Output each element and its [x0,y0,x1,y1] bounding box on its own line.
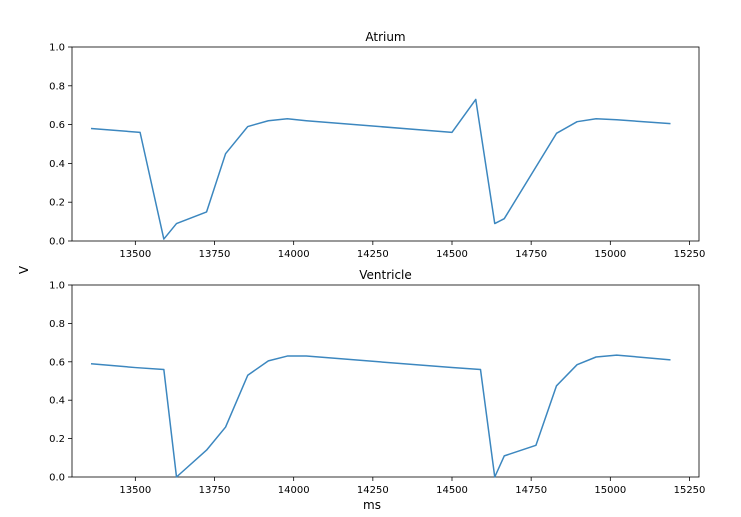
x-tick-label: 13500 [119,485,151,496]
panel-ventricle: Ventricle 13500 13750 14000 14250 14500 14750 1… [49,268,705,496]
x-tick-label: 13750 [199,485,231,496]
x-tick-label: 13750 [199,249,231,260]
y-tick-label: 0.4 [49,159,65,170]
x-tick-label: 14750 [515,485,547,496]
x-tick-label: 15250 [674,485,706,496]
y-tick-label: 0.0 [49,237,65,248]
x-tick-label: 14750 [515,249,547,260]
y-tick-label: 0.2 [49,434,65,445]
x-tick-label: 14500 [436,249,468,260]
plot-frame [71,284,700,478]
y-tick-label: 0.8 [49,81,65,92]
y-tick-label: 0.0 [49,473,65,484]
y-tick-label: 0.4 [49,396,65,407]
x-tick-label: 15250 [674,249,706,260]
x-tick-label: 14000 [278,249,310,260]
x-tick-label: 14500 [436,485,468,496]
chart-title: Ventricle [359,268,412,282]
plot-frame [71,46,700,242]
y-axis-label: V [17,265,31,274]
panel-atrium: Atrium 13500 13750 14000 14250 14500 14750 1500… [49,30,705,260]
x-tick-label: 13500 [119,249,151,260]
series-line-ventricle [90,354,671,478]
x-tick-label: 14250 [357,249,389,260]
series-line-atrium [90,98,671,240]
x-tick-label: 15000 [594,249,626,260]
y-tick-label: 0.6 [49,357,65,368]
x-tick-label: 14000 [278,485,310,496]
x-axis-label: ms [363,498,381,512]
y-tick-label: 0.8 [49,319,65,330]
chart-title: Atrium [365,30,405,44]
y-tick-label: 1.0 [49,43,65,54]
x-tick-label: 14250 [357,485,389,496]
y-tick-label: 0.2 [49,198,65,209]
panels: Atrium 13500 13750 14000 14250 14500 14750 1500… [49,30,705,496]
y-tick-label: 0.6 [49,120,65,131]
x-tick-label: 15000 [594,485,626,496]
y-tick-label: 1.0 [49,281,65,292]
